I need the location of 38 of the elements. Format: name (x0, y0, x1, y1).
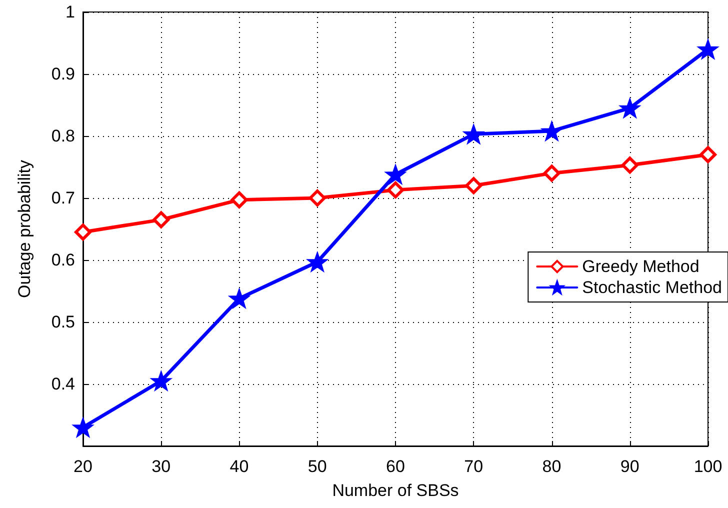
point (150, 370, 172, 391)
x-tick-label: 80 (542, 457, 562, 476)
point (543, 164, 560, 182)
legend-label: Greedy Method (582, 257, 700, 276)
x-axis-title: Number of SBSs (332, 481, 459, 500)
point (385, 164, 406, 184)
point (465, 177, 482, 194)
point (306, 252, 328, 272)
point (72, 417, 94, 438)
point (463, 124, 484, 144)
x-tick-label: 90 (620, 457, 640, 476)
point (541, 121, 562, 142)
x-tick-label: 100 (694, 457, 722, 476)
y-tick-label: 0.6 (51, 250, 75, 270)
x-tick-label: 50 (308, 457, 327, 476)
y-tick-label: 0.8 (51, 126, 75, 146)
y-tick-label: 1 (66, 2, 75, 22)
point (74, 224, 92, 241)
y-axis-title: Outage probability (15, 160, 34, 298)
point (387, 181, 404, 198)
legend-label: Stochastic Method (582, 278, 722, 297)
x-tick-label: 20 (74, 457, 92, 476)
x-tick-label: 40 (230, 457, 249, 476)
point (700, 146, 716, 164)
point (308, 190, 326, 206)
point (228, 288, 250, 308)
point (230, 191, 248, 208)
point (619, 98, 640, 118)
y-tick-label: 0.7 (51, 188, 75, 208)
x-tick-label: 60 (386, 457, 405, 476)
point (698, 39, 718, 60)
y-tick-label: 0.4 (51, 374, 75, 394)
point (621, 156, 638, 174)
y-tick-label: 0.9 (51, 64, 75, 84)
x-tick-label: 70 (464, 457, 484, 476)
point (152, 211, 170, 228)
y-tick-label: 0.5 (51, 312, 75, 332)
x-tick-label: 30 (152, 457, 171, 476)
